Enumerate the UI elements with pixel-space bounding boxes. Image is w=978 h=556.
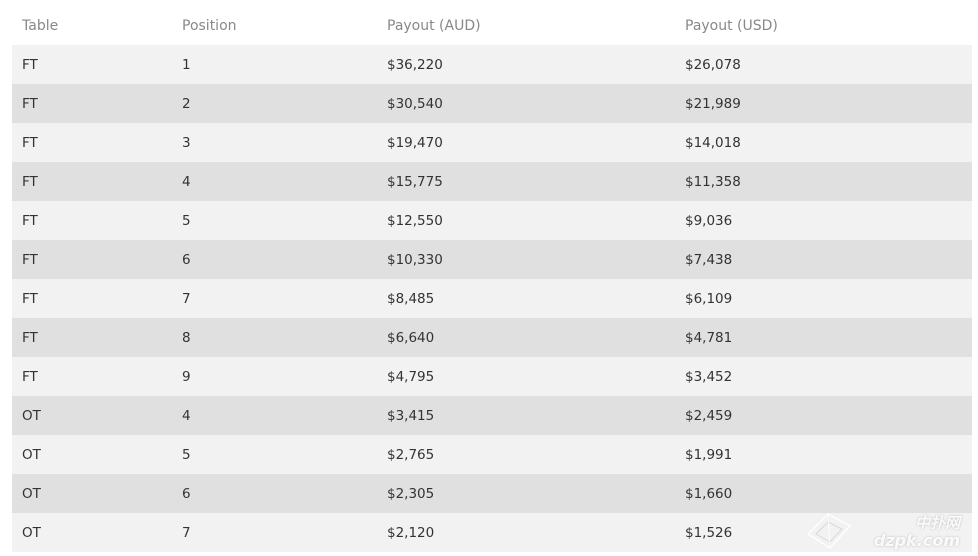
cell-table: OT	[22, 524, 41, 541]
cell-payout-aud: $12,550	[387, 212, 443, 229]
table-row: OT 7 $2,120 $1,526	[12, 513, 972, 552]
header-payout-usd: Payout (USD)	[685, 17, 778, 34]
table-row: FT 9 $4,795 $3,452	[12, 357, 972, 396]
cell-payout-usd: $14,018	[685, 134, 741, 151]
payout-table: Table Position Payout (AUD) Payout (USD)…	[12, 6, 972, 552]
cell-table: FT	[22, 329, 38, 346]
table-row: OT 4 $3,415 $2,459	[12, 396, 972, 435]
cell-position: 2	[182, 95, 191, 112]
header-payout-aud: Payout (AUD)	[387, 17, 481, 34]
cell-position: 3	[182, 134, 191, 151]
cell-payout-usd: $9,036	[685, 212, 733, 229]
cell-payout-aud: $3,415	[387, 407, 435, 424]
cell-position: 5	[182, 212, 191, 229]
cell-table: FT	[22, 212, 38, 229]
cell-payout-usd: $26,078	[685, 56, 741, 73]
watermark-logo-icon	[806, 513, 852, 549]
cell-payout-usd: $1,991	[685, 446, 733, 463]
cell-payout-aud: $8,485	[387, 290, 435, 307]
table-row: OT 6 $2,305 $1,660	[12, 474, 972, 513]
cell-payout-aud: $2,120	[387, 524, 435, 541]
cell-payout-aud: $2,765	[387, 446, 435, 463]
cell-payout-usd: $6,109	[685, 290, 733, 307]
cell-payout-aud: $10,330	[387, 251, 443, 268]
table-row: FT 8 $6,640 $4,781	[12, 318, 972, 357]
cell-table: OT	[22, 446, 41, 463]
cell-payout-usd: $7,438	[685, 251, 733, 268]
cell-table: FT	[22, 134, 38, 151]
cell-payout-aud: $36,220	[387, 56, 443, 73]
table-row: FT 6 $10,330 $7,438	[12, 240, 972, 279]
cell-payout-usd: $21,989	[685, 95, 741, 112]
table-body: FT 1 $36,220 $26,078 FT 2 $30,540 $21,989 FT 3 $19…	[12, 45, 972, 552]
cell-table: FT	[22, 95, 38, 112]
table-row: OT 5 $2,765 $1,991	[12, 435, 972, 474]
cell-payout-usd: $2,459	[685, 407, 733, 424]
cell-position: 7	[182, 290, 191, 307]
cell-position: 5	[182, 446, 191, 463]
cell-payout-usd: $1,660	[685, 485, 733, 502]
cell-position: 6	[182, 485, 191, 502]
header-position: Position	[182, 17, 237, 34]
cell-position: 4	[182, 407, 191, 424]
cell-table: FT	[22, 251, 38, 268]
cell-payout-usd: $4,781	[685, 329, 733, 346]
cell-table: FT	[22, 290, 38, 307]
cell-payout-aud: $4,795	[387, 368, 435, 385]
cell-position: 1	[182, 56, 191, 73]
cell-payout-aud: $19,470	[387, 134, 443, 151]
cell-payout-aud: $2,305	[387, 485, 435, 502]
cell-payout-usd: $3,452	[685, 368, 733, 385]
cell-position: 4	[182, 173, 191, 190]
cell-table: FT	[22, 368, 38, 385]
table-header: Table Position Payout (AUD) Payout (USD)	[12, 6, 972, 45]
cell-position: 9	[182, 368, 191, 385]
cell-payout-aud: $30,540	[387, 95, 443, 112]
cell-position: 7	[182, 524, 191, 541]
cell-position: 8	[182, 329, 191, 346]
cell-payout-aud: $6,640	[387, 329, 435, 346]
table-row: FT 1 $36,220 $26,078	[12, 45, 972, 84]
cell-table: FT	[22, 173, 38, 190]
table-row: FT 3 $19,470 $14,018	[12, 123, 972, 162]
cell-payout-aud: $15,775	[387, 173, 443, 190]
cell-table: OT	[22, 407, 41, 424]
cell-payout-usd: $11,358	[685, 173, 741, 190]
cell-payout-usd: $1,526	[685, 524, 733, 541]
table-row: FT 7 $8,485 $6,109	[12, 279, 972, 318]
header-table: Table	[22, 17, 59, 34]
table-row: FT 5 $12,550 $9,036	[12, 201, 972, 240]
cell-table: OT	[22, 485, 41, 502]
cell-table: FT	[22, 56, 38, 73]
table-row: FT 2 $30,540 $21,989	[12, 84, 972, 123]
cell-position: 6	[182, 251, 191, 268]
table-row: FT 4 $15,775 $11,358	[12, 162, 972, 201]
